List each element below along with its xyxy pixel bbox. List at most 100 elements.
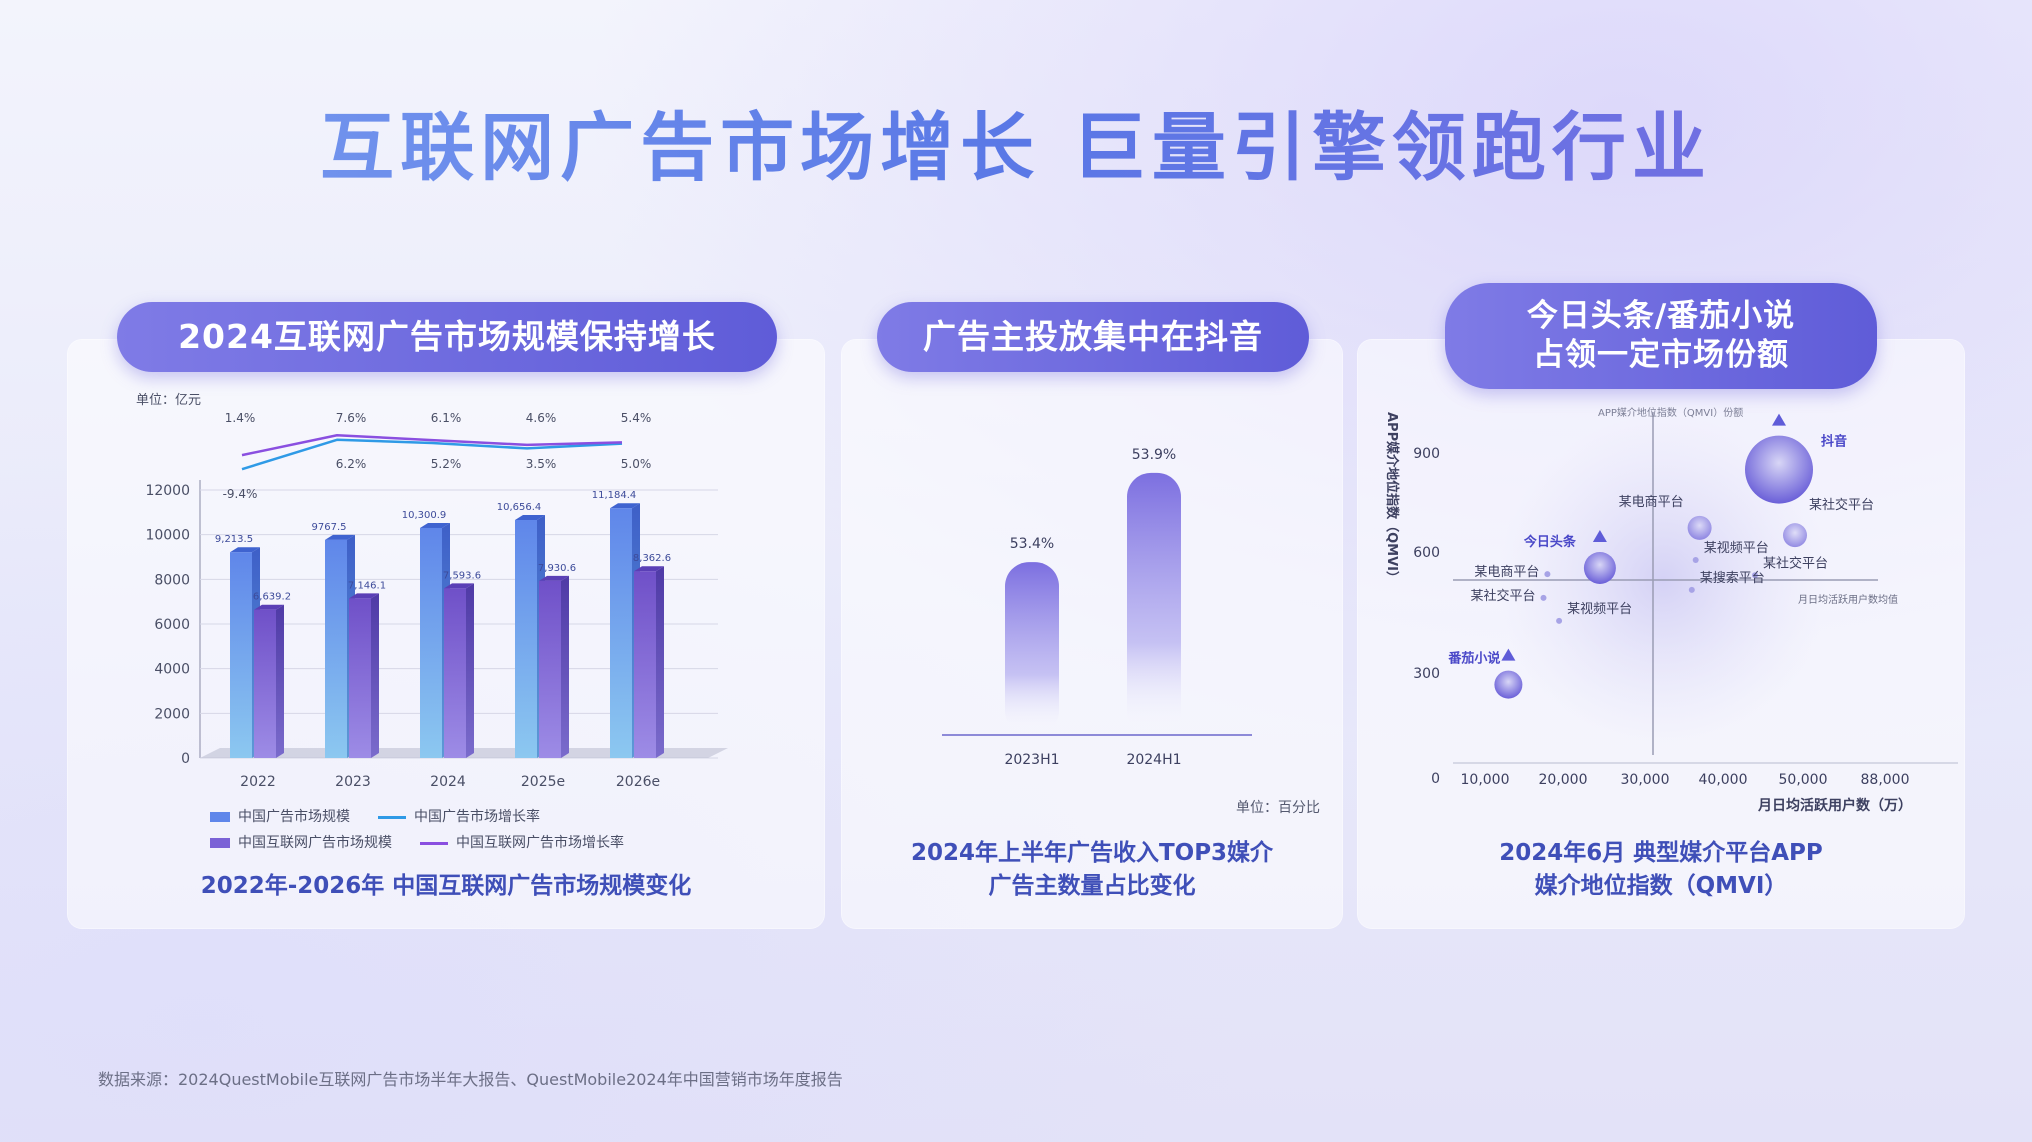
bubble-label: 某社交平台 xyxy=(1470,588,1535,604)
share-value-label: 53.9% xyxy=(1132,447,1176,463)
advertiser-share-caption: 2024年上半年广告收入TOP3媒介 广告主数量占比变化 xyxy=(910,840,1274,899)
x-tick-label: 88,000 xyxy=(1861,772,1910,788)
bubble xyxy=(1583,551,1616,584)
market-size-header: 2024互联网广告市场规模保持增长 xyxy=(117,302,777,372)
x-tick-label: 2025e xyxy=(521,774,565,790)
x-tick-label: 30,000 xyxy=(1621,772,1670,788)
legend-swatch-bar-blue xyxy=(210,812,230,822)
growth-rate-label: 3.5% xyxy=(526,457,557,471)
bar-internet-ad-market xyxy=(444,588,466,758)
x-tick-label: 2026e xyxy=(616,774,660,790)
share-bar-2024H1 xyxy=(1127,472,1181,735)
market-size-caption: 2022年-2026年 中国互联网广告市场规模变化 xyxy=(200,873,692,899)
bubble xyxy=(1687,515,1712,540)
bubble-label: 抖音 xyxy=(1821,434,1847,450)
bar-value-label: 6,639.2 xyxy=(253,592,291,603)
growth-rate-label: 6.1% xyxy=(431,411,462,425)
growth-rate-label: 5.4% xyxy=(621,411,652,425)
growth-line-internet xyxy=(241,434,623,457)
bar-value-label: 9,213.5 xyxy=(215,534,253,545)
bar-value-label: 10,656.4 xyxy=(497,502,542,513)
bar-side xyxy=(371,593,379,758)
bar-side xyxy=(656,566,664,758)
y-tick-label: 0 xyxy=(1431,771,1440,787)
bubble xyxy=(1783,523,1807,548)
up-arrow-icon xyxy=(1592,529,1607,542)
bar-ad-market xyxy=(610,508,632,758)
bar-top xyxy=(325,534,355,540)
y-axis-title: APP媒介地位指数（QMVI） xyxy=(1384,412,1400,584)
bar-side xyxy=(466,583,474,758)
up-arrow-icon xyxy=(1772,413,1786,426)
growth-rate-label: 5.0% xyxy=(621,457,652,471)
y-tick-label: 6000 xyxy=(154,617,190,633)
share-x-label: 2023H1 xyxy=(1004,752,1059,768)
y-tick-label: 2000 xyxy=(154,706,190,722)
x-tick-label: 2024 xyxy=(430,774,466,790)
bubble-label: 某社交平台 xyxy=(1763,555,1828,571)
bubble-label: 某社交平台 xyxy=(1809,497,1874,513)
share-bar-2023H1 xyxy=(1005,562,1059,735)
bar-value-label: 7,146.1 xyxy=(348,580,386,591)
bubble-label: 某电商平台 xyxy=(1619,495,1684,510)
advertiser-share-panel xyxy=(842,340,1342,928)
bar-internet-ad-market xyxy=(539,580,561,758)
bubble xyxy=(1494,670,1523,699)
x-tick-label: 2023 xyxy=(335,774,371,790)
growth-rate-label: 1.4% xyxy=(225,411,256,425)
bar-side xyxy=(276,604,284,758)
legend-item-ad-market: 中国广告市场规模 xyxy=(210,806,350,826)
legend-label: 中国互联网广告市场增长率 xyxy=(456,835,624,851)
growth-rate-label: 7.6% xyxy=(336,411,367,425)
bar-value-label: 7,930.6 xyxy=(538,563,576,574)
y-tick-label: 900 xyxy=(1413,446,1440,462)
share-value-label: 53.4% xyxy=(1010,536,1054,552)
avg-dau-label: 月日均活跃用户数均值 xyxy=(1798,593,1898,606)
bubble-label: 某视频平台 xyxy=(1567,602,1632,617)
legend-label: 中国广告市场规模 xyxy=(238,809,350,825)
bubble xyxy=(1540,594,1547,601)
bubble xyxy=(1688,586,1695,593)
bubble xyxy=(1692,556,1699,563)
legend-swatch-line-purple xyxy=(420,841,448,845)
up-arrow-icon xyxy=(1501,648,1516,661)
bubble-label: 某视频平台 xyxy=(1704,541,1769,556)
bar-top xyxy=(634,566,664,572)
x-axis-title: 月日均活跃用户数（万） xyxy=(1757,797,1912,814)
bar-internet-ad-market xyxy=(634,571,656,758)
bar-top xyxy=(610,503,640,509)
qmvi-header: 今日头条/番茄小说 占领一定市场份额 xyxy=(1445,283,1877,389)
bar-top xyxy=(254,604,284,610)
bar-ad-market xyxy=(515,520,537,758)
y-tick-label: 10000 xyxy=(145,528,190,544)
bar-value-label: 9767.5 xyxy=(312,522,347,533)
bar-ad-market xyxy=(230,552,252,758)
bubble-size-note: APP媒介地位指数（QMVI）份额 xyxy=(1598,406,1743,419)
y-tick-label: 300 xyxy=(1413,666,1440,682)
growth-rate-label: 4.6% xyxy=(526,411,557,425)
bar-value-label: 8,362.6 xyxy=(633,553,671,564)
x-tick-label: 2022 xyxy=(240,774,276,790)
market-size-chart: 单位：亿元 0 2000 4000 6000 8000 10000 12000 2022 202… xyxy=(136,393,728,790)
bar-value-label: 7,593.6 xyxy=(443,570,481,581)
bar-ad-market xyxy=(325,539,347,758)
bubble xyxy=(1752,572,1758,579)
bar-internet-ad-market xyxy=(349,598,371,758)
y-tick-label: 12000 xyxy=(145,483,190,499)
bubble-label: 番茄小说 xyxy=(1447,651,1500,667)
y-tick-label: 0 xyxy=(181,751,190,767)
legend-label: 中国广告市场增长率 xyxy=(414,809,540,825)
x-tick-label: 20,000 xyxy=(1539,772,1588,788)
legend-label: 中国互联网广告市场规模 xyxy=(238,835,392,851)
growth-line-ad xyxy=(241,438,623,471)
bubble-label: 今日头条 xyxy=(1523,534,1577,550)
bar-internet-ad-market xyxy=(254,609,276,758)
data-source-note: 数据来源：2024QuestMobile互联网广告市场半年大报告、QuestMo… xyxy=(98,1070,843,1089)
legend-item-ad-growth: 中国广告市场增长率 xyxy=(378,806,540,826)
unit-label-percent: 单位：百分比 xyxy=(1236,800,1320,816)
bubble xyxy=(1745,435,1813,504)
advertiser-share-chart: 53.4% 2023H1 53.9% 2024H1 xyxy=(942,447,1252,768)
unit-label: 单位：亿元 xyxy=(136,393,201,408)
qmvi-bubble-chart: APP媒介地位指数（QMVI）份额 月日均活跃用户数均值 APP媒介地位指数（Q… xyxy=(1384,406,1958,814)
y-tick-label: 8000 xyxy=(154,572,190,588)
